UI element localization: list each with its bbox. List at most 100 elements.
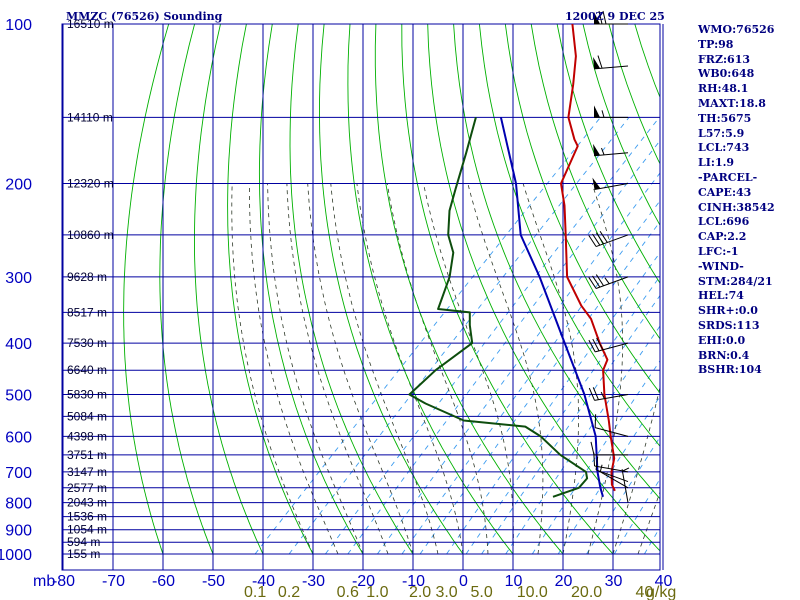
- mixing-ratio-tick-label: 3.0: [435, 584, 457, 600]
- temperature-trace: [560, 24, 616, 492]
- mixing-ratio-tick-label: 0.1: [244, 584, 266, 600]
- wind-barb: [594, 105, 628, 118]
- stat-l57: L57:5.9: [698, 126, 745, 140]
- stat-lfc: LFC:-1: [698, 244, 739, 258]
- temperature-tick-label: 0: [459, 573, 468, 590]
- mixing-ratio-tick-label: 1.0: [366, 584, 388, 600]
- dry-adiabat: [504, 24, 660, 394]
- stat-tp: TP:98: [698, 37, 734, 51]
- temperature-tick-label: 10: [505, 573, 523, 590]
- stat-hel: HEL:74: [698, 289, 744, 303]
- mixing-ratio-tick-label: 2.0: [409, 584, 431, 600]
- wind-barb: [594, 414, 629, 437]
- pressure-label: 800: [5, 496, 32, 513]
- wind-barbs: [588, 10, 630, 503]
- wind-barb: [588, 230, 629, 248]
- mixing-ratio-unit: g/kg: [646, 584, 676, 600]
- wind-barb: [590, 441, 628, 456]
- moist-adiabat: [286, 183, 389, 555]
- height-label: 1054 m: [67, 523, 107, 537]
- height-label: 4398 m: [67, 429, 107, 443]
- stat-cape: CAPE:43: [698, 185, 752, 199]
- mixing-ratio-tick-label: 0.2: [278, 584, 300, 600]
- height-label: 8517 m: [67, 305, 107, 319]
- temperature-tick-label: -20: [352, 573, 375, 590]
- pressure-label: 700: [5, 465, 32, 482]
- mixing-ratio-line: [557, 395, 660, 555]
- temperature-tick-label: -60: [152, 573, 175, 590]
- stat-brn: BRN:0.4: [698, 348, 750, 362]
- pressure-label: 200: [5, 177, 32, 194]
- height-label: 14110 m: [67, 110, 113, 124]
- height-label: 2577 m: [67, 481, 107, 495]
- wind-barb: [593, 55, 629, 70]
- height-label: 155 m: [67, 547, 100, 561]
- pressure-label: 500: [5, 387, 32, 404]
- mixing-ratio-line: [377, 172, 660, 555]
- dry-adiabat: [530, 24, 660, 340]
- mixing-ratio-tick-label: 5.0: [470, 584, 492, 600]
- stat-li: LI:1.9: [698, 156, 735, 170]
- mixing-ratio-line: [465, 275, 660, 555]
- wind-barb: [593, 452, 629, 473]
- mixing-ratio-lines: [254, 117, 660, 555]
- mixing-ratio-line: [586, 436, 660, 555]
- parcel-trace: [499, 117, 604, 498]
- mixing-ratio-line: [419, 220, 660, 555]
- stat-ehi: EHI:0.0: [698, 333, 746, 347]
- wind-barb: [598, 464, 629, 489]
- pressure-label: 400: [5, 336, 32, 353]
- stat-cinh: CINH:38542: [698, 200, 775, 214]
- pressure-label: 1000: [0, 547, 32, 564]
- temperature-tick-label: -80: [52, 573, 75, 590]
- chart-title: MMZC (76526) Sounding: [66, 10, 223, 23]
- stat-wmo: WMO:76526: [698, 23, 775, 36]
- mixing-ratio-tick-label: 20.0: [571, 584, 602, 600]
- plot-frame: [61, 23, 661, 571]
- dry-adiabat: [556, 24, 660, 284]
- temperature-tick-label: -10: [402, 573, 425, 590]
- stat-maxt: MAXT:18.8: [698, 96, 766, 110]
- mixing-ratio-line: [481, 294, 660, 555]
- mixing-ratio-line: [613, 478, 660, 555]
- height-label: 3147 m: [67, 465, 107, 479]
- moist-adiabat: [637, 490, 660, 555]
- height-label: 3751 m: [67, 448, 107, 462]
- stat-bshr: BSHR:104: [698, 363, 762, 377]
- moist-adiabat: [612, 385, 660, 555]
- mixing-ratio-line: [505, 325, 660, 555]
- mixing-ratio-line: [288, 117, 630, 555]
- stat-wb0: WB0:648: [698, 67, 755, 81]
- height-label: 16510 m: [67, 17, 114, 31]
- stat-parcel-header: -PARCEL-: [698, 170, 758, 184]
- mixing-ratio-line: [446, 251, 660, 555]
- temperature-tick-label: -40: [252, 573, 275, 590]
- moist-adiabat: [356, 183, 464, 555]
- mixing-ratio-tick-label: 0.6: [337, 584, 359, 600]
- mixing-ratio-line: [347, 139, 660, 555]
- height-label: 5084 m: [67, 409, 107, 423]
- mixing-ratio-line: [254, 117, 601, 555]
- mixing-ratio-tick-label: 40: [635, 584, 653, 600]
- sounding-indices: WMO:76526 TP:98 FRZ:613 WB0:648 RH:48.1 …: [698, 23, 798, 378]
- mixing-ratio-line: [325, 117, 660, 555]
- mixing-ratio-tick-label: 10.0: [517, 584, 548, 600]
- height-label: 6640 m: [67, 363, 107, 377]
- stat-cap: CAP:2.2: [698, 230, 747, 244]
- moist-adiabat: [267, 183, 364, 555]
- moist-adiabat: [330, 183, 439, 555]
- mixing-ratio-line: [401, 200, 660, 555]
- stat-parcel-lcl: LCL:696: [698, 215, 750, 229]
- pressure-unit: mb: [33, 573, 55, 590]
- temperature-tick-label: -30: [302, 573, 325, 590]
- wind-barb: [621, 467, 630, 503]
- wind-barb: [594, 10, 628, 25]
- height-label: 10860 m: [67, 228, 114, 242]
- height-label: 2043 m: [67, 496, 107, 510]
- height-label: 12320 m: [67, 177, 114, 191]
- stat-th: TH:5675: [698, 111, 752, 125]
- stat-rh: RH:48.1: [698, 82, 749, 96]
- moist-adiabat: [249, 183, 339, 555]
- stat-stm: STM:284/21: [698, 274, 773, 288]
